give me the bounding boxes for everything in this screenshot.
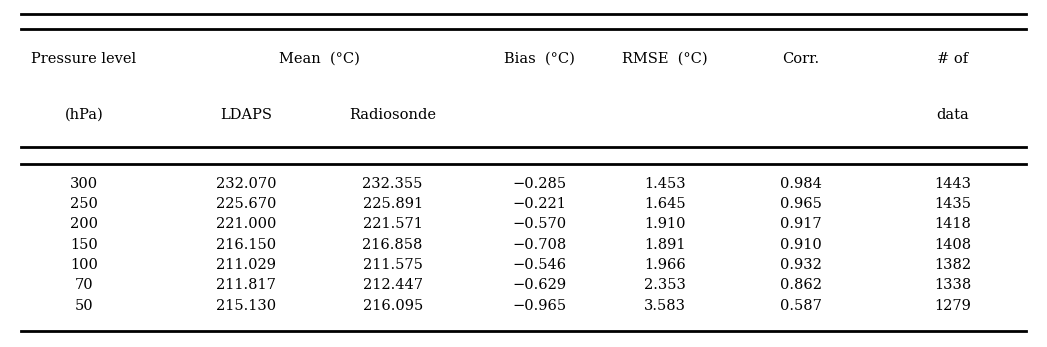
Text: 100: 100 bbox=[70, 258, 97, 272]
Text: 211.575: 211.575 bbox=[362, 258, 423, 272]
Text: 215.130: 215.130 bbox=[216, 299, 276, 313]
Text: −0.629: −0.629 bbox=[512, 278, 566, 292]
Text: RMSE  (°C): RMSE (°C) bbox=[622, 52, 708, 66]
Text: 3.583: 3.583 bbox=[644, 299, 686, 313]
Text: 1.645: 1.645 bbox=[644, 197, 686, 211]
Text: 1.910: 1.910 bbox=[644, 217, 686, 231]
Text: 216.095: 216.095 bbox=[362, 299, 423, 313]
Text: 0.965: 0.965 bbox=[780, 197, 822, 211]
Text: (hPa): (hPa) bbox=[64, 108, 104, 121]
Text: 225.670: 225.670 bbox=[216, 197, 276, 211]
Text: 1435: 1435 bbox=[934, 197, 972, 211]
Text: −0.221: −0.221 bbox=[512, 197, 566, 211]
Text: 0.932: 0.932 bbox=[780, 258, 822, 272]
Text: 221.571: 221.571 bbox=[362, 217, 423, 231]
Text: 1418: 1418 bbox=[934, 217, 972, 231]
Text: 1.966: 1.966 bbox=[644, 258, 686, 272]
Text: −0.965: −0.965 bbox=[512, 299, 566, 313]
Text: 50: 50 bbox=[74, 299, 93, 313]
Text: 212.447: 212.447 bbox=[362, 278, 423, 292]
Text: # of: # of bbox=[937, 52, 968, 66]
Text: 225.891: 225.891 bbox=[362, 197, 423, 211]
Text: 211.029: 211.029 bbox=[216, 258, 276, 272]
Text: 2.353: 2.353 bbox=[644, 278, 686, 292]
Text: 200: 200 bbox=[70, 217, 97, 231]
Text: data: data bbox=[936, 108, 970, 121]
Text: 1.891: 1.891 bbox=[644, 238, 686, 252]
Text: Corr.: Corr. bbox=[782, 52, 820, 66]
Text: 150: 150 bbox=[70, 238, 97, 252]
Text: 0.862: 0.862 bbox=[780, 278, 822, 292]
Text: 216.858: 216.858 bbox=[362, 238, 423, 252]
Text: 1443: 1443 bbox=[934, 177, 972, 191]
Text: LDAPS: LDAPS bbox=[220, 108, 272, 121]
Text: 0.917: 0.917 bbox=[780, 217, 822, 231]
Text: −0.570: −0.570 bbox=[512, 217, 566, 231]
Text: 1.453: 1.453 bbox=[644, 177, 686, 191]
Text: Mean  (°C): Mean (°C) bbox=[279, 52, 360, 66]
Text: Radiosonde: Radiosonde bbox=[349, 108, 437, 121]
Text: 1382: 1382 bbox=[934, 258, 972, 272]
Text: 232.070: 232.070 bbox=[216, 177, 276, 191]
Text: 1338: 1338 bbox=[934, 278, 972, 292]
Text: Pressure level: Pressure level bbox=[31, 52, 136, 66]
Text: 216.150: 216.150 bbox=[216, 238, 276, 252]
Text: 300: 300 bbox=[70, 177, 97, 191]
Text: −0.546: −0.546 bbox=[512, 258, 566, 272]
Text: 221.000: 221.000 bbox=[216, 217, 276, 231]
Text: 1408: 1408 bbox=[934, 238, 972, 252]
Text: 250: 250 bbox=[70, 197, 97, 211]
Text: −0.708: −0.708 bbox=[512, 238, 566, 252]
Text: 70: 70 bbox=[74, 278, 93, 292]
Text: 0.910: 0.910 bbox=[780, 238, 822, 252]
Text: −0.285: −0.285 bbox=[512, 177, 566, 191]
Text: 1279: 1279 bbox=[934, 299, 972, 313]
Text: 0.984: 0.984 bbox=[780, 177, 822, 191]
Text: 0.587: 0.587 bbox=[780, 299, 822, 313]
Text: 232.355: 232.355 bbox=[362, 177, 423, 191]
Text: Bias  (°C): Bias (°C) bbox=[504, 52, 575, 66]
Text: 211.817: 211.817 bbox=[216, 278, 276, 292]
